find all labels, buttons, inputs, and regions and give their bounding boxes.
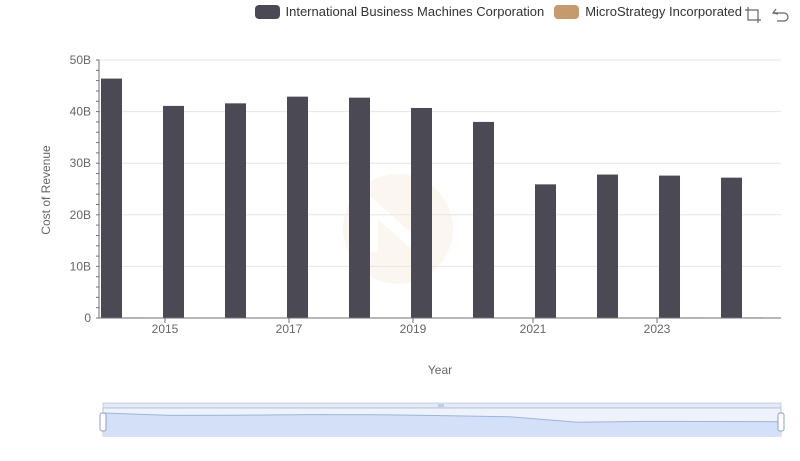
legend: International Business Machines Corporat… <box>254 4 742 19</box>
x-tick-label: 2017 <box>276 322 303 336</box>
bar-ibm-2014[interactable] <box>101 78 122 319</box>
bar-ibm-2018[interactable] <box>349 97 370 318</box>
y-tick-label: 0 <box>84 311 91 325</box>
y-tick-label: 50B <box>70 53 91 67</box>
legend-item-ibm[interactable]: International Business Machines Corporat… <box>254 4 545 19</box>
y-axis-label: Cost of Revenue <box>39 145 53 235</box>
bar-ibm-2016[interactable] <box>225 103 246 319</box>
y-tick-label: 40B <box>70 105 91 119</box>
slider-shadow-area <box>103 413 781 436</box>
bar-ibm-2019[interactable] <box>411 107 432 318</box>
slider-handle-left[interactable] <box>99 412 107 432</box>
bar-ibm-2015[interactable] <box>163 105 184 318</box>
bar-ibm-2020[interactable] <box>473 121 494 318</box>
x-tick-label: 2019 <box>400 322 427 336</box>
bar-ibm-2017[interactable] <box>287 96 308 318</box>
data-zoom-icon[interactable] <box>744 6 762 24</box>
legend-label-microstrategy: MicroStrategy Incorporated <box>585 4 742 19</box>
legend-swatch-ibm <box>254 4 280 19</box>
slider-top-bar[interactable] <box>102 402 782 409</box>
toolbox <box>744 6 790 24</box>
bar-ibm-2023[interactable] <box>659 175 680 318</box>
slider-handle-right[interactable] <box>777 412 785 432</box>
x-tick-label: 2023 <box>644 322 671 336</box>
legend-swatch-microstrategy <box>554 4 580 19</box>
bar-ibm-2021[interactable] <box>535 184 556 318</box>
x-axis-label: Year <box>428 363 452 377</box>
legend-label-ibm: International Business Machines Corporat… <box>285 4 545 19</box>
x-tick-label: 2021 <box>520 322 547 336</box>
y-tick-label: 30B <box>70 156 91 170</box>
bar-ibm-2024[interactable] <box>721 177 742 318</box>
legend-item-microstrategy[interactable]: MicroStrategy Incorporated <box>554 4 742 19</box>
y-tick-label: 20B <box>70 208 91 222</box>
slider-shadow-line <box>102 412 782 423</box>
bar-ibm-2022[interactable] <box>597 174 618 318</box>
data-zoom-slider[interactable] <box>99 402 785 437</box>
x-tick-label: 2015 <box>152 322 179 336</box>
y-tick-label: 10B <box>70 259 91 273</box>
restore-icon[interactable] <box>772 6 790 24</box>
